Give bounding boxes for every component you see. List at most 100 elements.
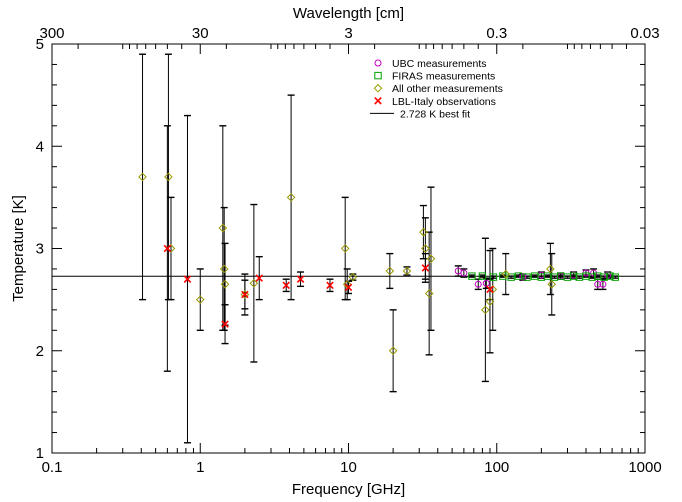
y-tick-label: 2 (36, 343, 44, 360)
x-axis-label: Frequency [GHz] (292, 481, 405, 498)
x-tick-label: 10 (340, 459, 357, 476)
top-tick-label: 0.3 (486, 25, 507, 42)
data-point (514, 272, 523, 280)
legend-marker (374, 71, 382, 80)
data-point (419, 227, 428, 237)
x-stroke (221, 320, 229, 328)
data-point (240, 290, 250, 299)
data-point (460, 269, 468, 277)
data-point (489, 273, 498, 281)
data-point (606, 272, 614, 280)
data-point (183, 275, 192, 283)
error-bar (403, 266, 411, 276)
data-point (282, 281, 290, 290)
data-point (519, 273, 527, 281)
x-stroke (241, 290, 249, 299)
error-bar (386, 252, 394, 290)
data-point (507, 273, 515, 281)
data-point (594, 280, 602, 288)
data-point (163, 244, 172, 253)
data-point (164, 172, 173, 182)
error-bar (481, 237, 489, 383)
legend-label: UBC measurements (392, 58, 487, 70)
top-tick-label: 30 (192, 25, 209, 42)
legend-label: All other measurements (392, 83, 503, 95)
data-point (611, 273, 619, 281)
legend-marker (374, 59, 382, 67)
data-point (296, 275, 305, 283)
legend-marker (374, 97, 382, 105)
data-point (569, 272, 578, 280)
data-point (388, 346, 398, 356)
data-point (424, 289, 434, 298)
legend-label: LBL-Italy observations (392, 96, 496, 108)
x-stroke (163, 244, 172, 253)
data-point (599, 280, 607, 288)
error-bars (139, 53, 619, 444)
axis-ticks (51, 43, 646, 454)
x-tick-label: 0.1 (42, 459, 63, 476)
data-point (478, 272, 487, 280)
error-bar (474, 278, 482, 291)
data-point (486, 285, 494, 294)
x-stroke (374, 97, 382, 105)
data-point (426, 254, 436, 264)
x-stroke (282, 281, 290, 290)
error-bar (389, 309, 397, 393)
data-markers (138, 172, 619, 356)
error-bar (454, 265, 462, 277)
legend-fit-label: 2.728 K best fit (400, 108, 470, 120)
data-point (221, 320, 229, 328)
y-tick-label: 1 (36, 445, 44, 462)
error-bar (196, 268, 204, 331)
data-point (523, 273, 531, 281)
data-point (543, 272, 552, 280)
data-point (219, 264, 229, 274)
error-bar (287, 94, 295, 301)
top-tick-label: 300 (39, 25, 64, 42)
data-point (286, 193, 296, 202)
data-point (385, 266, 395, 276)
data-point (546, 264, 555, 274)
x-stroke (296, 275, 305, 283)
error-bar (548, 252, 556, 316)
data-point (547, 279, 557, 289)
y-axis-label: Temperature [K] (10, 195, 27, 302)
data-point (218, 223, 228, 233)
data-point (501, 269, 511, 279)
top-axis-label: Wavelength [cm] (293, 5, 404, 22)
y-tick-label: 3 (36, 241, 44, 258)
y-tick-label: 5 (36, 36, 44, 53)
x-stroke (183, 275, 192, 283)
error-bar (349, 273, 357, 281)
data-point (600, 273, 608, 281)
data-point (195, 295, 205, 304)
data-point (249, 278, 259, 288)
x-stroke (486, 285, 494, 294)
data-point (481, 305, 490, 315)
error-bar (427, 186, 435, 331)
error-bar (167, 196, 175, 301)
data-point (468, 272, 476, 280)
x-tick-label: 100 (484, 459, 509, 476)
data-point (255, 274, 264, 282)
data-point (344, 283, 353, 292)
data-point (482, 279, 490, 287)
x-stroke (344, 283, 353, 292)
legend-label: FIRAS measurements (392, 71, 495, 83)
data-point (220, 279, 230, 289)
data-point (348, 272, 358, 282)
data-point (402, 266, 412, 276)
data-point (588, 273, 596, 281)
x-stroke (326, 281, 334, 290)
data-point (421, 264, 430, 272)
data-point (340, 244, 350, 253)
data-point (326, 281, 334, 290)
legend-marker (373, 83, 383, 93)
error-bar (139, 53, 147, 301)
x-stroke (421, 264, 430, 272)
error-bar (343, 268, 351, 301)
